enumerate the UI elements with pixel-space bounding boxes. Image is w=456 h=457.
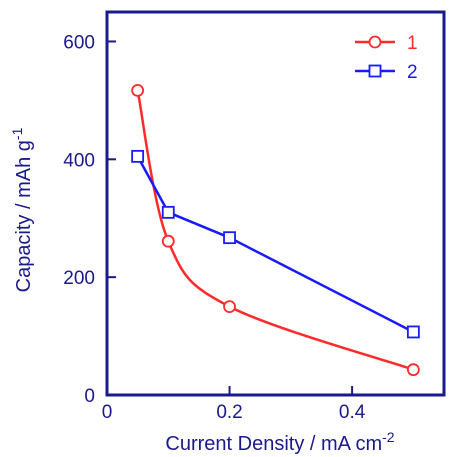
series-layer bbox=[131, 83, 420, 377]
legend-marker-circle bbox=[368, 35, 382, 49]
x-axis-label-superscript: -2 bbox=[382, 429, 395, 445]
x-tick-label: 0.4 bbox=[339, 402, 366, 423]
y-tick-label: 400 bbox=[63, 150, 95, 171]
tick-marks bbox=[106, 40, 354, 396]
y-tick-label: 0 bbox=[84, 386, 95, 407]
y-axis-label-superscript: -1 bbox=[9, 127, 25, 140]
y-tick-label: 600 bbox=[63, 32, 95, 53]
series-line bbox=[136, 90, 414, 371]
x-tick-label: 0.2 bbox=[216, 402, 242, 423]
series-2 bbox=[131, 149, 420, 339]
y-tick-label: 200 bbox=[63, 268, 95, 289]
data-point-circle bbox=[406, 363, 420, 377]
data-point-square bbox=[406, 325, 420, 339]
legend-item-2: 2 bbox=[355, 62, 418, 83]
data-point-square bbox=[131, 149, 145, 163]
data-point-circle bbox=[223, 300, 236, 314]
series-1 bbox=[131, 83, 420, 377]
legend-label: 2 bbox=[407, 62, 418, 83]
series-line bbox=[136, 155, 414, 334]
data-point-circle bbox=[131, 83, 145, 97]
tick-labels: 0 200 400 600 0 0.2 0.4 bbox=[63, 32, 365, 423]
data-point-circle bbox=[161, 234, 175, 248]
legend-item-1: 1 bbox=[355, 33, 418, 54]
data-point-square bbox=[161, 205, 175, 219]
legend-label: 1 bbox=[407, 33, 418, 54]
legend: 12 bbox=[355, 33, 418, 83]
plot-frame bbox=[105, 10, 446, 397]
x-tick-label: 0 bbox=[102, 402, 113, 423]
legend-marker-square bbox=[368, 64, 382, 78]
x-axis-label: Current Density / mA cm-2 bbox=[165, 429, 394, 455]
y-axis-label: Capacity / mAh g-1 bbox=[9, 127, 35, 292]
data-point-square bbox=[223, 231, 236, 245]
